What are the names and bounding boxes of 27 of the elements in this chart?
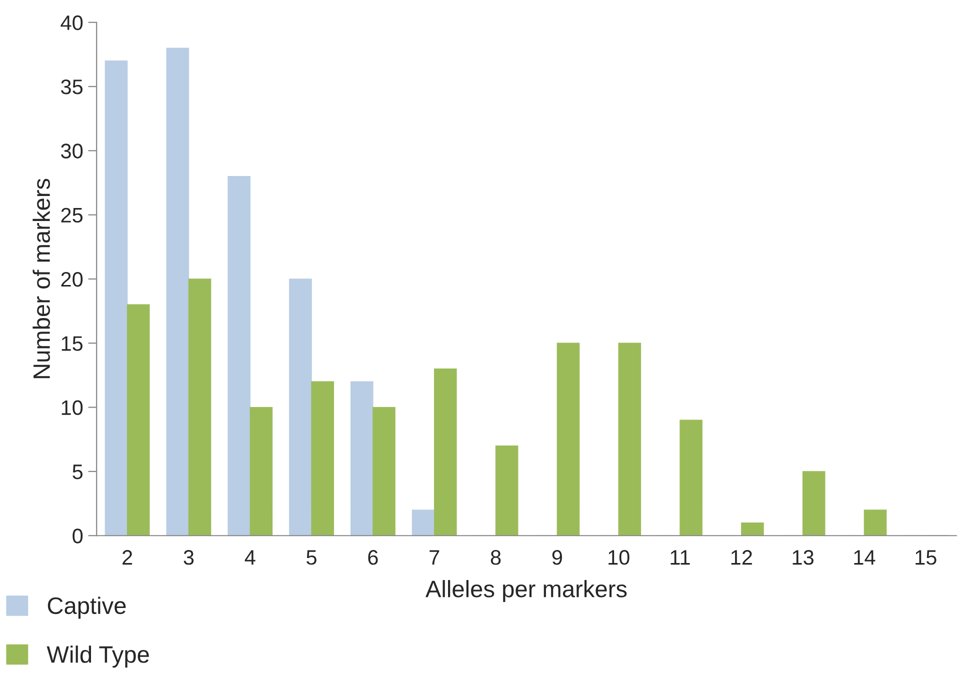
x-tick-label: 8 xyxy=(490,550,501,565)
x-tick-label: 14 xyxy=(854,550,876,565)
y-tick-label: 5 xyxy=(72,464,83,480)
x-tick-label: 4 xyxy=(244,550,256,565)
y-tick-label: 40 xyxy=(60,15,83,30)
y-tick-label: 20 xyxy=(61,272,83,287)
x-tick-label: 15 xyxy=(916,550,936,565)
x-tick-label: 9 xyxy=(552,550,562,565)
x-tick-label: 11 xyxy=(670,550,690,565)
y-tick-label: 0 xyxy=(72,528,83,544)
y-axis-title: Number of markers xyxy=(32,178,50,378)
x-tick-label: 7 xyxy=(430,550,440,565)
legend-label: Wild Type xyxy=(46,646,149,668)
y-tick-label: 35 xyxy=(61,80,83,94)
x-tick-label: 10 xyxy=(608,550,630,565)
x-tick-label: 13 xyxy=(792,550,814,565)
x-tick-label: 2 xyxy=(122,550,132,565)
y-tick-label: 25 xyxy=(61,208,83,223)
legend-label: Captive xyxy=(48,596,126,619)
y-tick-label: 15 xyxy=(62,336,83,351)
y-tick-label: 30 xyxy=(61,144,83,158)
x-axis-title: Alleles per markers xyxy=(425,580,627,602)
x-tick-label: 6 xyxy=(368,550,378,565)
x-tick-label: 12 xyxy=(731,550,752,565)
x-tick-label: 5 xyxy=(306,550,316,565)
y-tick-label: 10 xyxy=(62,400,83,416)
x-tick-label: 3 xyxy=(184,550,194,565)
